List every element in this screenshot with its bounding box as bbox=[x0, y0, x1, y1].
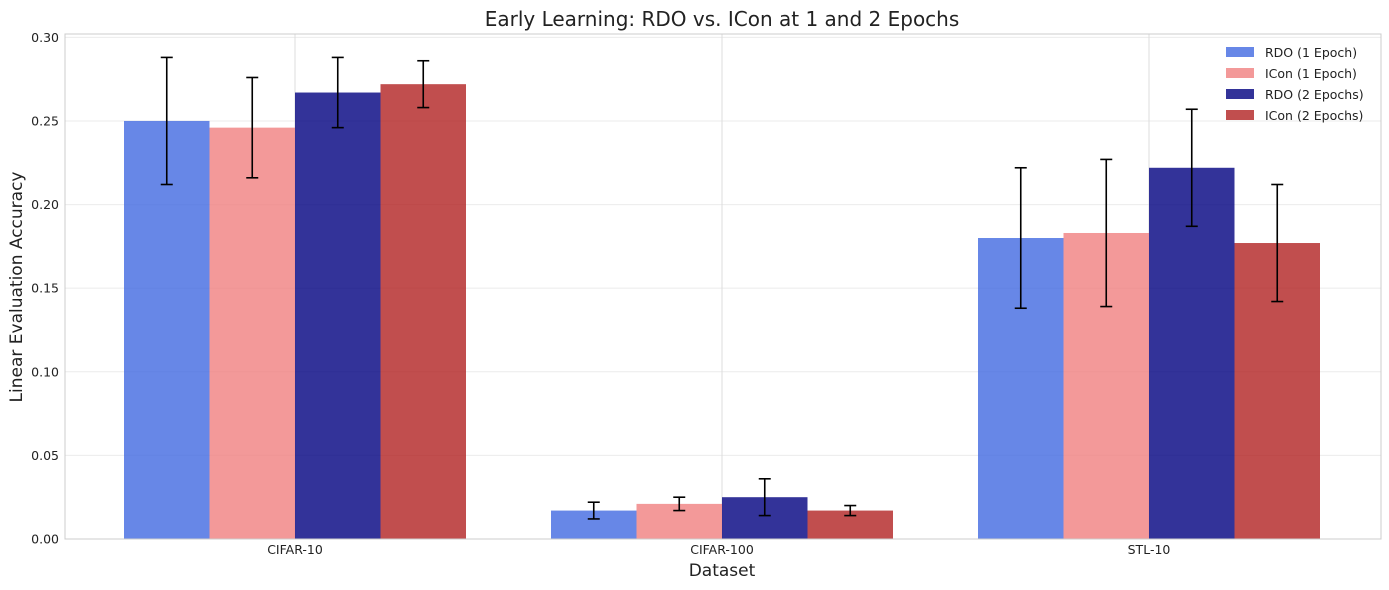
bar bbox=[295, 92, 381, 539]
legend-swatch bbox=[1226, 47, 1254, 57]
legend-swatch bbox=[1226, 110, 1254, 120]
x-tick-label: CIFAR-10 bbox=[267, 542, 323, 557]
y-tick-label: 0.20 bbox=[31, 197, 59, 212]
y-tick-label: 0.10 bbox=[31, 364, 59, 379]
x-tick-label: STL-10 bbox=[1128, 542, 1171, 557]
y-axis-ticks: 0.00 0.05 0.10 0.15 0.20 0.25 0.30 bbox=[31, 30, 59, 547]
legend-label: RDO (1 Epoch) bbox=[1265, 45, 1357, 60]
y-axis-label: Linear Evaluation Accuracy bbox=[7, 172, 27, 403]
legend-label: ICon (2 Epochs) bbox=[1265, 108, 1363, 123]
bar bbox=[209, 127, 295, 539]
plot-frame bbox=[64, 33, 1382, 540]
y-tick-label: 0.25 bbox=[31, 113, 59, 128]
legend-swatch bbox=[1226, 89, 1254, 99]
bars bbox=[124, 84, 1320, 540]
legend: RDO (1 Epoch) ICon (1 Epoch) RDO (2 Epochs… bbox=[1226, 45, 1364, 123]
x-axis-label: Dataset bbox=[689, 561, 756, 581]
y-tick-label: 0.00 bbox=[31, 532, 59, 547]
y-tick-label: 0.15 bbox=[31, 281, 59, 296]
bar bbox=[380, 84, 466, 540]
legend-label: ICon (1 Epoch) bbox=[1265, 66, 1357, 81]
error-bars bbox=[160, 56, 1284, 520]
y-tick-label: 0.05 bbox=[31, 448, 59, 463]
bar bbox=[1149, 167, 1235, 539]
chart-title: Early Learning: RDO vs. ICon at 1 and 2 … bbox=[485, 7, 960, 31]
x-tick-label: CIFAR-100 bbox=[690, 542, 754, 557]
y-tick-label: 0.30 bbox=[31, 30, 59, 45]
legend-label: RDO (2 Epochs) bbox=[1265, 87, 1364, 102]
x-axis-ticks: CIFAR-10 CIFAR-100 STL-10 bbox=[267, 542, 1170, 557]
legend-swatch bbox=[1226, 68, 1254, 78]
bar bbox=[124, 120, 210, 539]
